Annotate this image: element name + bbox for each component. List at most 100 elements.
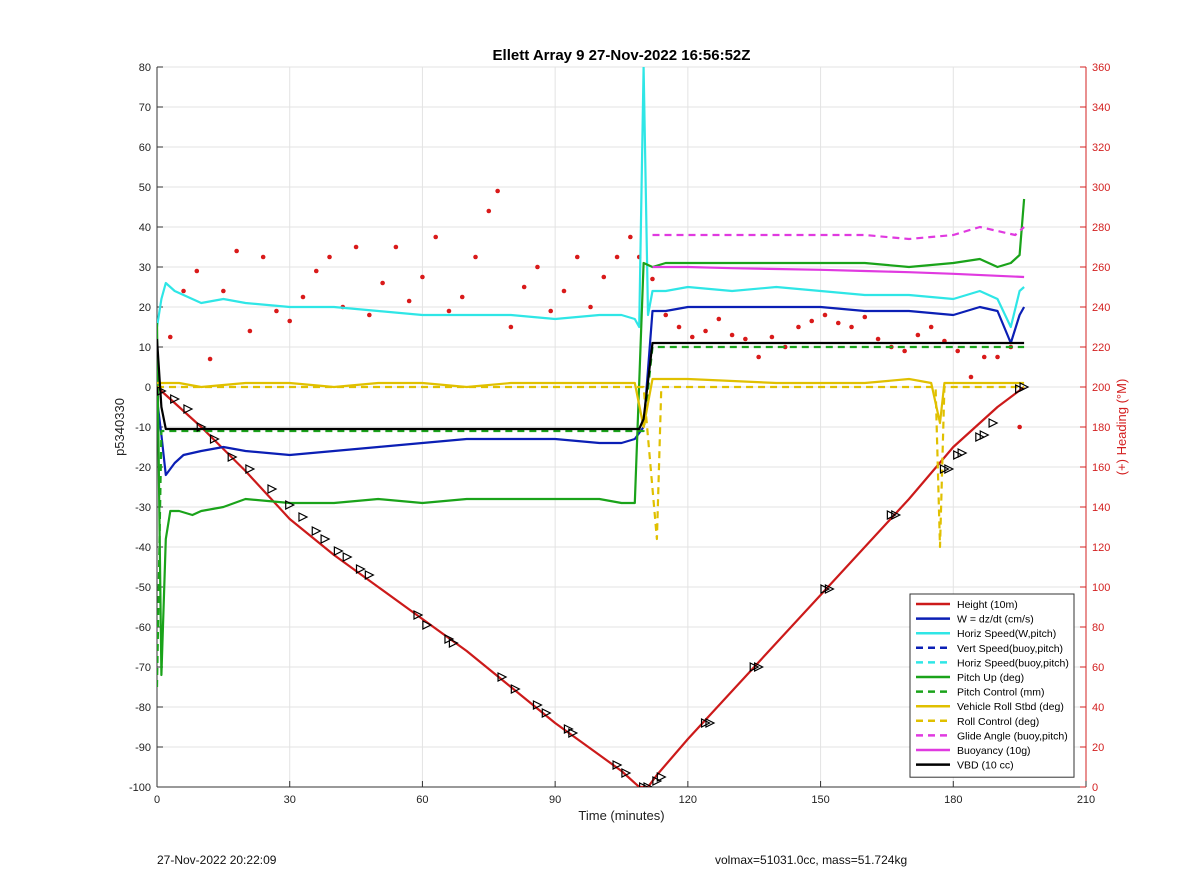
- series-line-glide-angle-buoy-pitch: [652, 225, 1025, 241]
- series-group: [157, 67, 1030, 787]
- x-tick-label: 90: [549, 794, 561, 806]
- heading-point: [486, 208, 492, 214]
- y-tick-label-right: 20: [1092, 742, 1104, 754]
- profile-marker: [643, 782, 654, 787]
- y-tick-label-right: 160: [1092, 462, 1110, 474]
- heading-point: [393, 244, 399, 250]
- profile-marker: [285, 500, 296, 510]
- legend-label: Horiz Speed(buoy,pitch): [957, 657, 1069, 669]
- heading-point: [849, 324, 854, 330]
- legend-label: Pitch Control (mm): [957, 687, 1045, 699]
- legend: Height (10m) W = dz/dt (cm/s) Horiz Speed(…: [909, 593, 1075, 778]
- heading-point: [782, 344, 788, 350]
- y-tick-label: 10: [139, 342, 151, 354]
- profile-marker: [355, 564, 366, 574]
- series-line-height-10m: [157, 386, 1025, 787]
- heading-point: [716, 316, 722, 322]
- y-tick-label: -30: [135, 502, 151, 514]
- heading-point: [875, 336, 881, 342]
- profile-marker: [568, 728, 579, 738]
- heading-point: [327, 254, 332, 260]
- heading-point: [703, 328, 708, 334]
- profile-marker: [183, 404, 194, 414]
- legend-box: [909, 593, 1075, 778]
- legend-label: Vehicle Roll Stbd (deg): [957, 701, 1064, 713]
- y-tick-label: 30: [139, 262, 151, 274]
- heading-point: [915, 332, 921, 338]
- heading-point: [663, 312, 669, 318]
- heading-point: [495, 188, 500, 194]
- y-tick-label-right: 0: [1092, 782, 1098, 794]
- heading-point: [247, 328, 253, 334]
- heading-point: [601, 274, 607, 280]
- y-tick-label-right: 220: [1092, 342, 1110, 354]
- x-tick-label: 0: [154, 794, 160, 806]
- y-tick-label: 80: [139, 62, 151, 74]
- profile-marker: [541, 708, 552, 718]
- y-tick-label: -40: [135, 542, 151, 554]
- y-tick-label: -80: [135, 702, 151, 714]
- y-tick-label-right: 80: [1092, 622, 1104, 634]
- x-tick-label: 210: [1077, 794, 1095, 806]
- legend-label: Vert Speed(buoy,pitch): [957, 643, 1063, 655]
- heading-point: [809, 318, 815, 324]
- heading-point: [689, 334, 695, 340]
- heading-point: [380, 280, 385, 286]
- series-line-horiz-speed-w-pitch: [157, 67, 1025, 329]
- y-tick-label: -20: [135, 462, 151, 474]
- heading-point: [433, 234, 439, 240]
- legend-label: Horiz Speed(W,pitch): [957, 628, 1056, 640]
- y-tick-label: 50: [139, 182, 151, 194]
- series-line-w-dz-dt-cm-s: [157, 305, 1026, 477]
- y-tick-label: 70: [139, 102, 151, 114]
- y-tick-label-right: 200: [1092, 382, 1110, 394]
- profile-marker: [532, 700, 543, 710]
- profile-marker: [944, 464, 955, 474]
- heading-point: [902, 348, 907, 354]
- heading-point: [729, 332, 735, 338]
- profile-marker: [196, 422, 207, 432]
- profile-marker: [705, 718, 716, 728]
- heading-point: [822, 312, 828, 318]
- heading-point: [650, 276, 655, 282]
- profile-marker: [754, 662, 764, 672]
- y-tick-label: -90: [135, 742, 151, 754]
- heading-point: [473, 254, 478, 260]
- profile-marker: [245, 464, 256, 474]
- series-line-vehicle-roll-stbd-deg: [157, 377, 1025, 429]
- y-tick-label-right: 340: [1092, 102, 1110, 114]
- heading-point: [221, 288, 226, 294]
- y-axis-label: p5340330: [112, 398, 127, 456]
- series-line-pitch-up-deg: [157, 198, 1026, 677]
- x-axis-label: Time (minutes): [578, 808, 664, 823]
- heading-point: [548, 308, 554, 314]
- chart-title: Ellett Array 9 27-Nov-2022 16:56:52Z: [493, 47, 751, 64]
- profile-marker: [824, 584, 835, 594]
- profile-marker: [497, 672, 508, 682]
- heading-point: [406, 298, 412, 304]
- heading-point: [535, 264, 540, 270]
- heading-point: [968, 374, 974, 380]
- profile-marker: [209, 434, 220, 444]
- heading-point: [521, 284, 527, 290]
- legend-label: Roll Control (deg): [957, 716, 1039, 728]
- profile-marker: [988, 418, 999, 428]
- heading-point: [181, 288, 186, 294]
- profile-marker: [364, 570, 375, 580]
- x-tick-label: 120: [679, 794, 697, 806]
- profile-marker: [342, 552, 353, 562]
- heading-point: [508, 324, 514, 330]
- heading-point: [287, 318, 293, 324]
- y-tick-label: 40: [139, 222, 151, 234]
- profile-marker: [448, 638, 459, 648]
- heading-point: [995, 354, 1000, 360]
- y-tick-label: -70: [135, 662, 151, 674]
- heading-point: [796, 324, 801, 330]
- y-tick-label-right: 320: [1092, 142, 1110, 154]
- y-tick-label: 0: [145, 382, 151, 394]
- y-tick-label-right: 300: [1092, 182, 1110, 194]
- profile-marker: [891, 510, 902, 520]
- heading-point: [614, 254, 620, 260]
- heading-point: [459, 294, 465, 300]
